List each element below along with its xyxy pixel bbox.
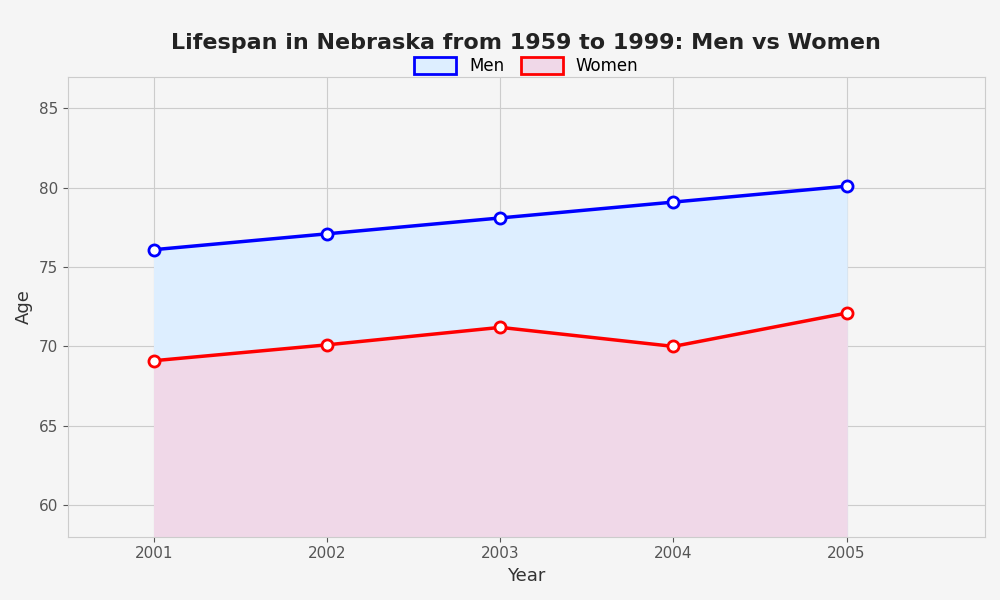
Legend: Men, Women: Men, Women xyxy=(406,49,647,83)
Y-axis label: Age: Age xyxy=(15,289,33,324)
X-axis label: Year: Year xyxy=(507,567,546,585)
Title: Lifespan in Nebraska from 1959 to 1999: Men vs Women: Lifespan in Nebraska from 1959 to 1999: … xyxy=(171,33,881,53)
